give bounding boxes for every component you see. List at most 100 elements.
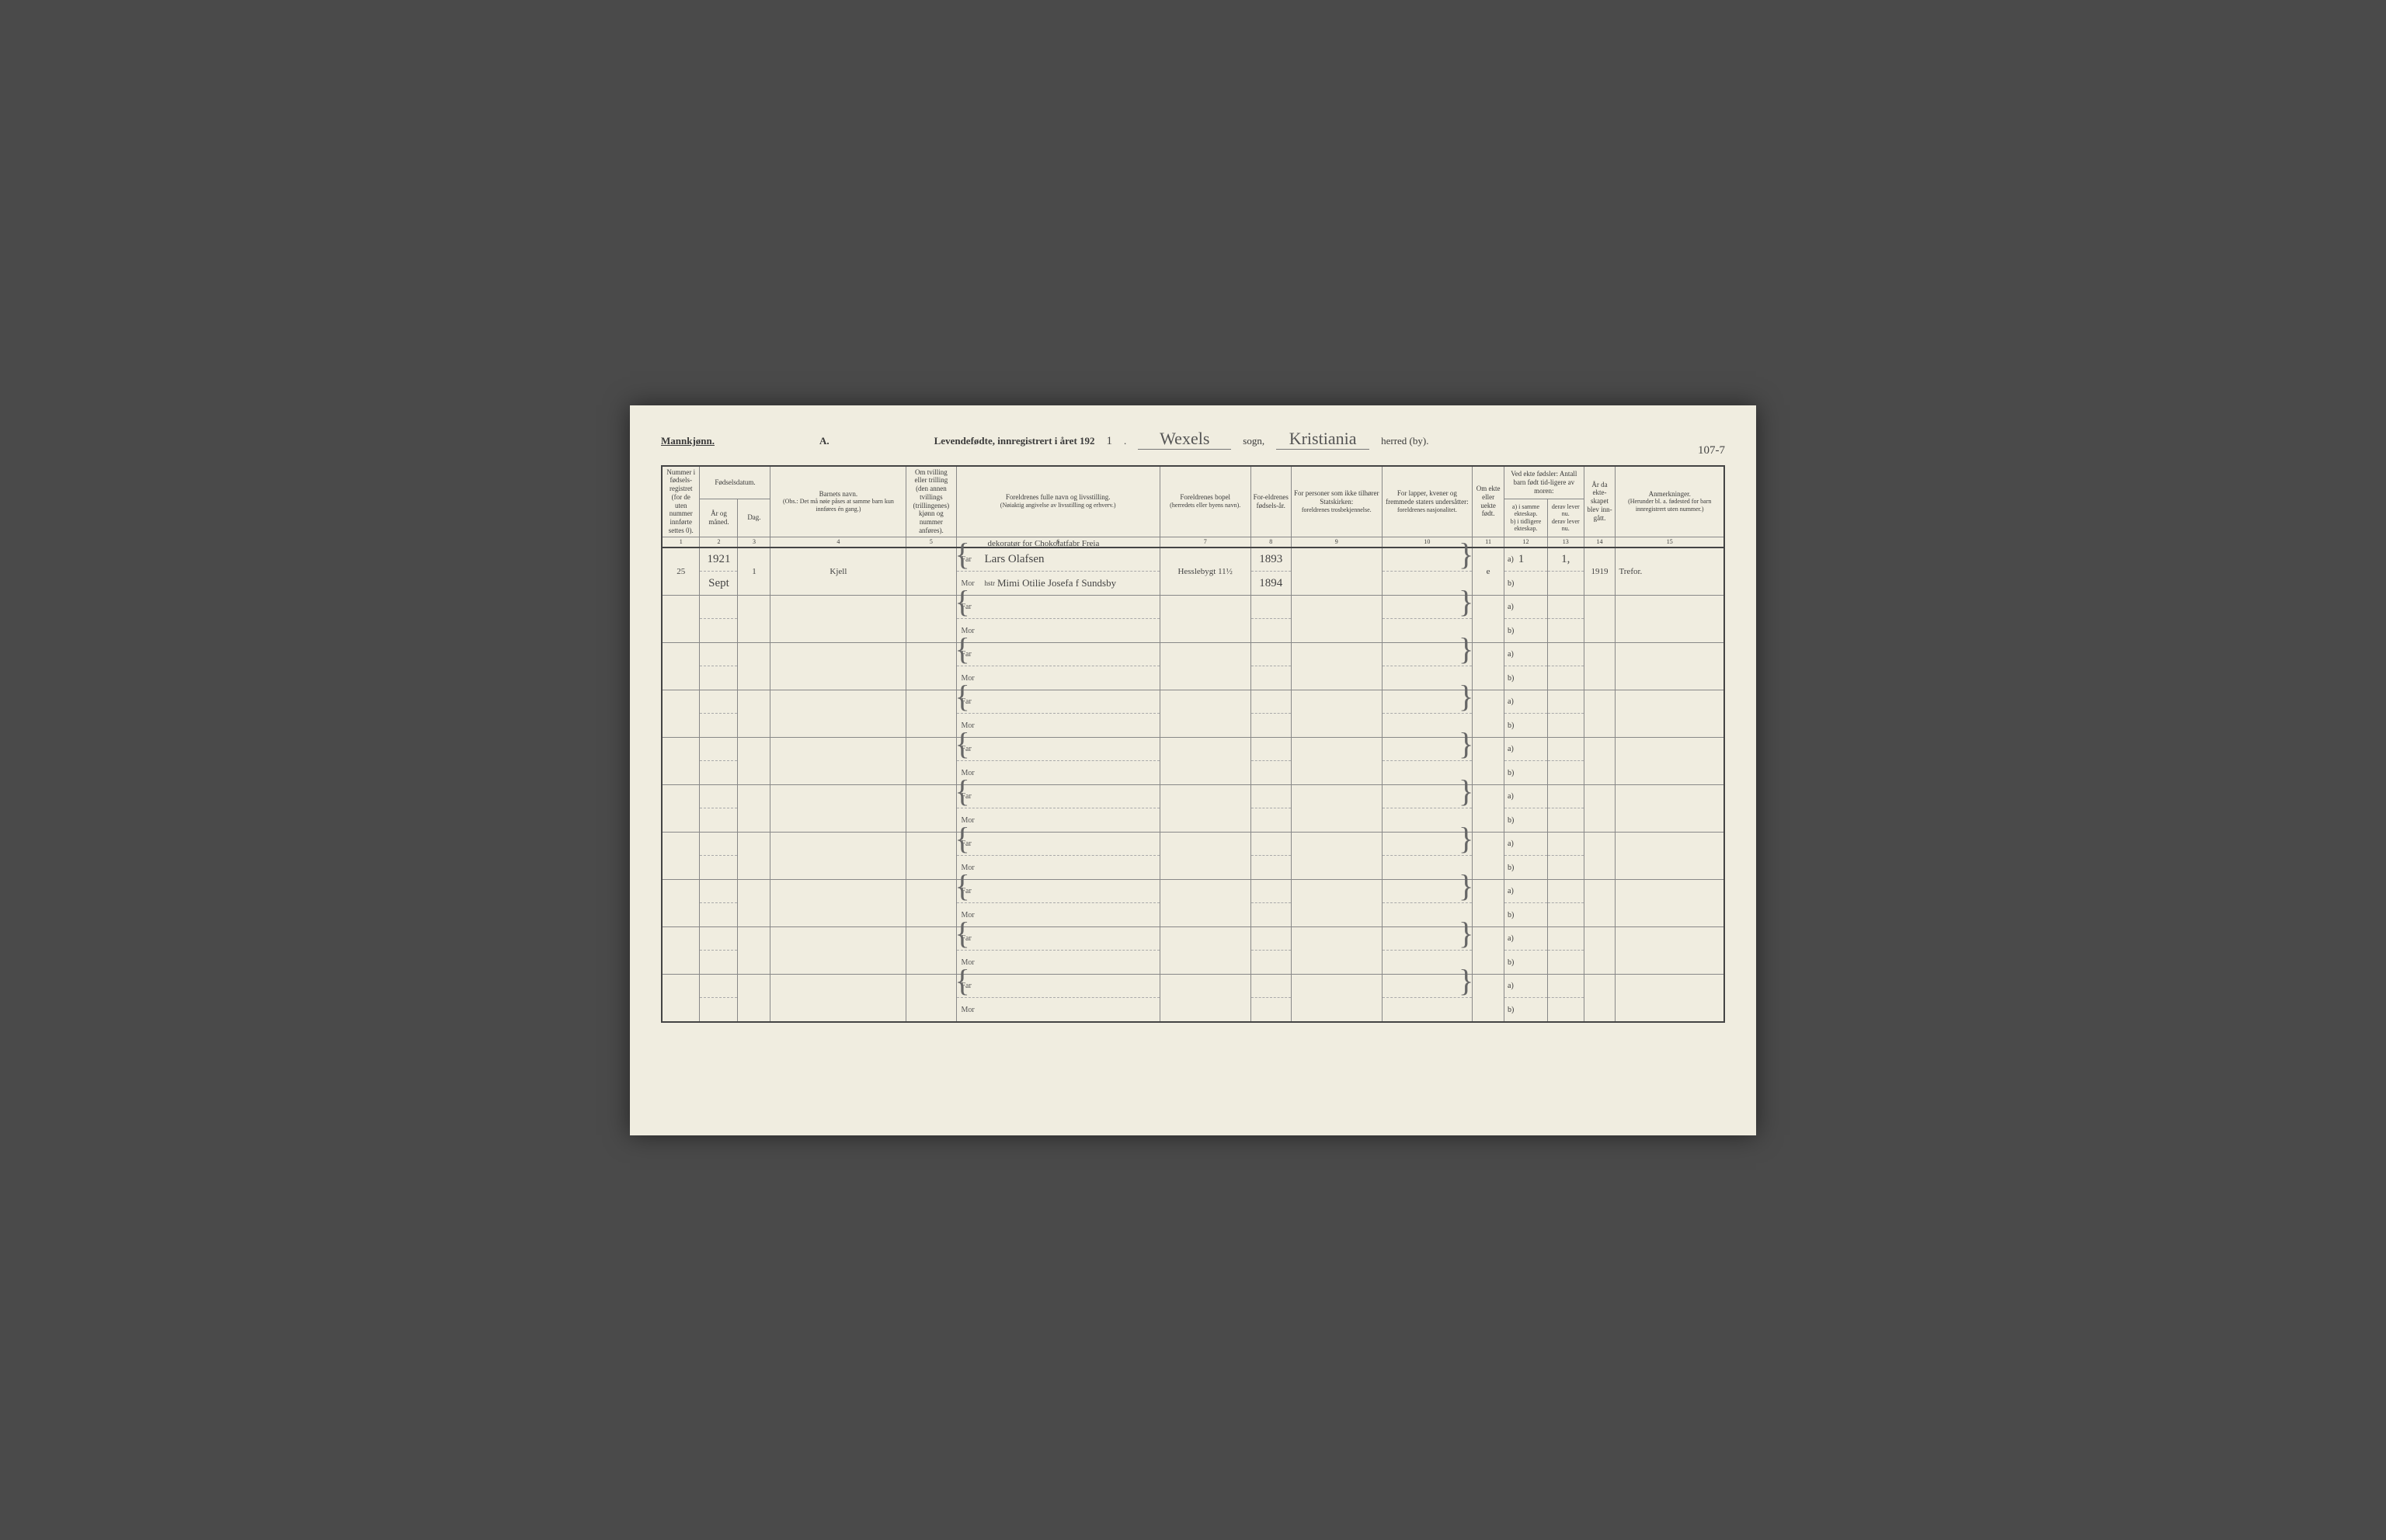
label-a: a) xyxy=(1508,840,1514,848)
cell-parents: { Far Mor xyxy=(956,927,1160,975)
cell-year xyxy=(700,975,737,998)
cell-12: a) 1 b) xyxy=(1504,548,1548,596)
val-13a xyxy=(1548,833,1584,856)
cell-bopel xyxy=(1160,880,1250,927)
cell-year-month xyxy=(700,596,738,643)
cell-parent-years xyxy=(1250,690,1291,738)
table-row: { Far Mor } a) b) xyxy=(662,596,1724,643)
cell-religion xyxy=(1291,785,1382,833)
cell-religion xyxy=(1291,596,1382,643)
cell-child-name xyxy=(770,643,906,690)
table-row: { Far Mor } a) b) xyxy=(662,690,1724,738)
cell-parents: { Far Mor xyxy=(956,833,1160,880)
cell-ekte xyxy=(1473,880,1504,927)
mor-year xyxy=(1251,761,1291,784)
label-a: a) xyxy=(1508,887,1514,895)
far-year xyxy=(1251,690,1291,714)
cell-marriage-year xyxy=(1584,880,1616,927)
val-13a xyxy=(1548,880,1584,903)
val-12a: 1 xyxy=(1518,553,1525,566)
cell-parents: { Far Mor xyxy=(956,880,1160,927)
cell-parent-years xyxy=(1250,975,1291,1023)
cell-year xyxy=(700,927,737,951)
mor-label: Mor xyxy=(962,1006,985,1014)
cell-number xyxy=(662,596,700,643)
cell-bopel xyxy=(1160,690,1250,738)
cell-marriage-year xyxy=(1584,785,1616,833)
cell-marriage-year xyxy=(1584,927,1616,975)
cell-year xyxy=(700,785,737,808)
col-15-title: Anmerkninger. xyxy=(1618,490,1721,499)
cell-13 xyxy=(1547,927,1584,975)
cell-remarks: Trefor. xyxy=(1616,548,1724,596)
col-header-15: Anmerkninger. (Herunder bl. a. fødested … xyxy=(1616,466,1724,537)
cell-twin xyxy=(906,880,956,927)
cell-day: 1 xyxy=(738,548,770,596)
far-year xyxy=(1251,738,1291,761)
cell-year xyxy=(700,833,737,856)
cell-bopel xyxy=(1160,927,1250,975)
col-header-13: derav lever nu. derav lever nu. xyxy=(1547,499,1584,537)
cell-number xyxy=(662,643,700,690)
cell-bopel xyxy=(1160,833,1250,880)
cell-year-month xyxy=(700,785,738,833)
cell-day xyxy=(738,785,770,833)
mor-year xyxy=(1251,998,1291,1021)
cell-number xyxy=(662,833,700,880)
cell-remarks xyxy=(1616,643,1724,690)
cell-marriage-year xyxy=(1584,833,1616,880)
far-year xyxy=(1251,833,1291,856)
val-13b xyxy=(1548,714,1584,737)
cell-day xyxy=(738,643,770,690)
cell-month xyxy=(700,761,737,784)
sogn-label: sogn, xyxy=(1243,435,1264,447)
cell-remarks xyxy=(1616,596,1724,643)
val-13a xyxy=(1548,596,1584,619)
col-13a-text: derav lever nu. xyxy=(1550,503,1581,518)
cell-year xyxy=(700,596,737,619)
cell-marriage-year xyxy=(1584,643,1616,690)
cell-twin xyxy=(906,927,956,975)
cell-day xyxy=(738,927,770,975)
cell-parent-years xyxy=(1250,927,1291,975)
register-table: Nummer i fødsels-registret (for de uten … xyxy=(661,465,1725,1024)
cell-number xyxy=(662,880,700,927)
table-row: { Far Mor } a) b) xyxy=(662,833,1724,880)
table-row: { Far Mor } a) b) xyxy=(662,927,1724,975)
cell-marriage-year xyxy=(1584,596,1616,643)
cell-marriage-year xyxy=(1584,738,1616,785)
cell-year xyxy=(700,643,737,666)
cell-day xyxy=(738,975,770,1023)
cell-year-month xyxy=(700,833,738,880)
cell-12: a) b) xyxy=(1504,975,1548,1023)
col-10-title: For lapper, kvener og fremmede staters u… xyxy=(1385,489,1470,506)
cell-twin xyxy=(906,690,956,738)
col-num-15: 15 xyxy=(1616,537,1724,548)
val-13a xyxy=(1548,927,1584,951)
label-b: b) xyxy=(1508,1006,1514,1014)
col-7-title: Foreldrenes bopel xyxy=(1163,493,1248,502)
far-year xyxy=(1251,975,1291,998)
label-b: b) xyxy=(1508,864,1514,872)
label-a: a) xyxy=(1508,934,1514,943)
register-page: Mannkjønn. A. Levendefødte, innregistrer… xyxy=(630,405,1756,1135)
cell-child-name xyxy=(770,596,906,643)
cell-remarks xyxy=(1616,833,1724,880)
cell-bopel: Hesslebygt 11½ xyxy=(1160,548,1250,596)
col-9-title: For personer som ikke tilhører Statskirk… xyxy=(1294,489,1379,506)
cell-number: 25 xyxy=(662,548,700,596)
cell-bopel xyxy=(1160,975,1250,1023)
cell-13 xyxy=(1547,738,1584,785)
col-header-1: Nummer i fødsels-registret (for de uten … xyxy=(662,466,700,537)
val-13a: 1, xyxy=(1548,548,1584,572)
mor-year xyxy=(1251,619,1291,642)
cell-ekte xyxy=(1473,833,1504,880)
period: . xyxy=(1124,435,1126,447)
cell-12: a) b) xyxy=(1504,596,1548,643)
cell-year xyxy=(700,880,737,903)
label-a: a) xyxy=(1508,792,1514,801)
col-header-9: For personer som ikke tilhører Statskirk… xyxy=(1291,466,1382,537)
col-4-sub: (Obs.: Det må nøie påses at samme barn k… xyxy=(773,498,903,513)
cell-12: a) b) xyxy=(1504,785,1548,833)
col-header-10: For lapper, kvener og fremmede staters u… xyxy=(1382,466,1473,537)
